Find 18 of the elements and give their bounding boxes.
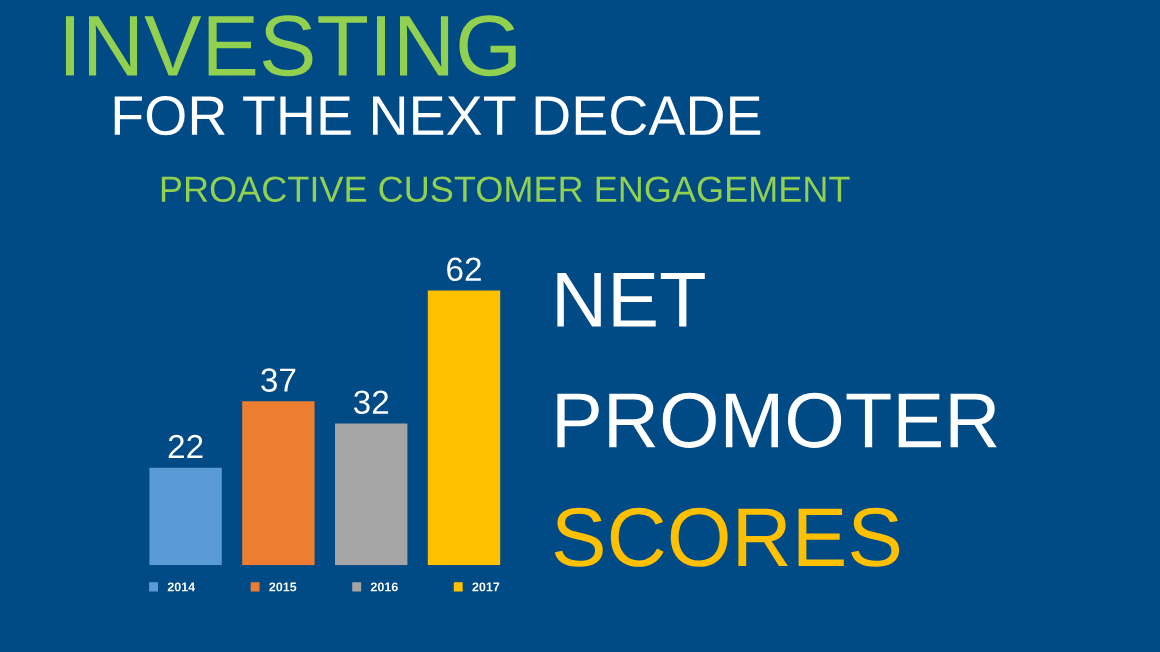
chart-title: INVESTING bbox=[65, 15, 516, 77]
data-label: 22 bbox=[168, 434, 203, 459]
legend-label: 2014 bbox=[167, 582, 196, 592]
bar bbox=[335, 423, 408, 566]
legend-label: 2017 bbox=[472, 582, 500, 592]
data-label: 37 bbox=[261, 368, 296, 392]
data-label: 62 bbox=[447, 257, 481, 282]
text: SCORES bbox=[554, 507, 900, 567]
bar bbox=[242, 401, 315, 566]
text: NET bbox=[557, 273, 705, 327]
legend-label: 2016 bbox=[370, 582, 398, 592]
text: PROMOTER bbox=[557, 392, 997, 448]
chart-subtitle: FOR THE NEXT DECADE bbox=[114, 96, 761, 136]
bar bbox=[149, 467, 222, 566]
legend-label: 2015 bbox=[269, 582, 297, 592]
data-label: 32 bbox=[353, 390, 389, 415]
text: PROACTIVE CUSTOMER ENGAGEMENT bbox=[161, 176, 850, 203]
bar bbox=[427, 290, 501, 566]
